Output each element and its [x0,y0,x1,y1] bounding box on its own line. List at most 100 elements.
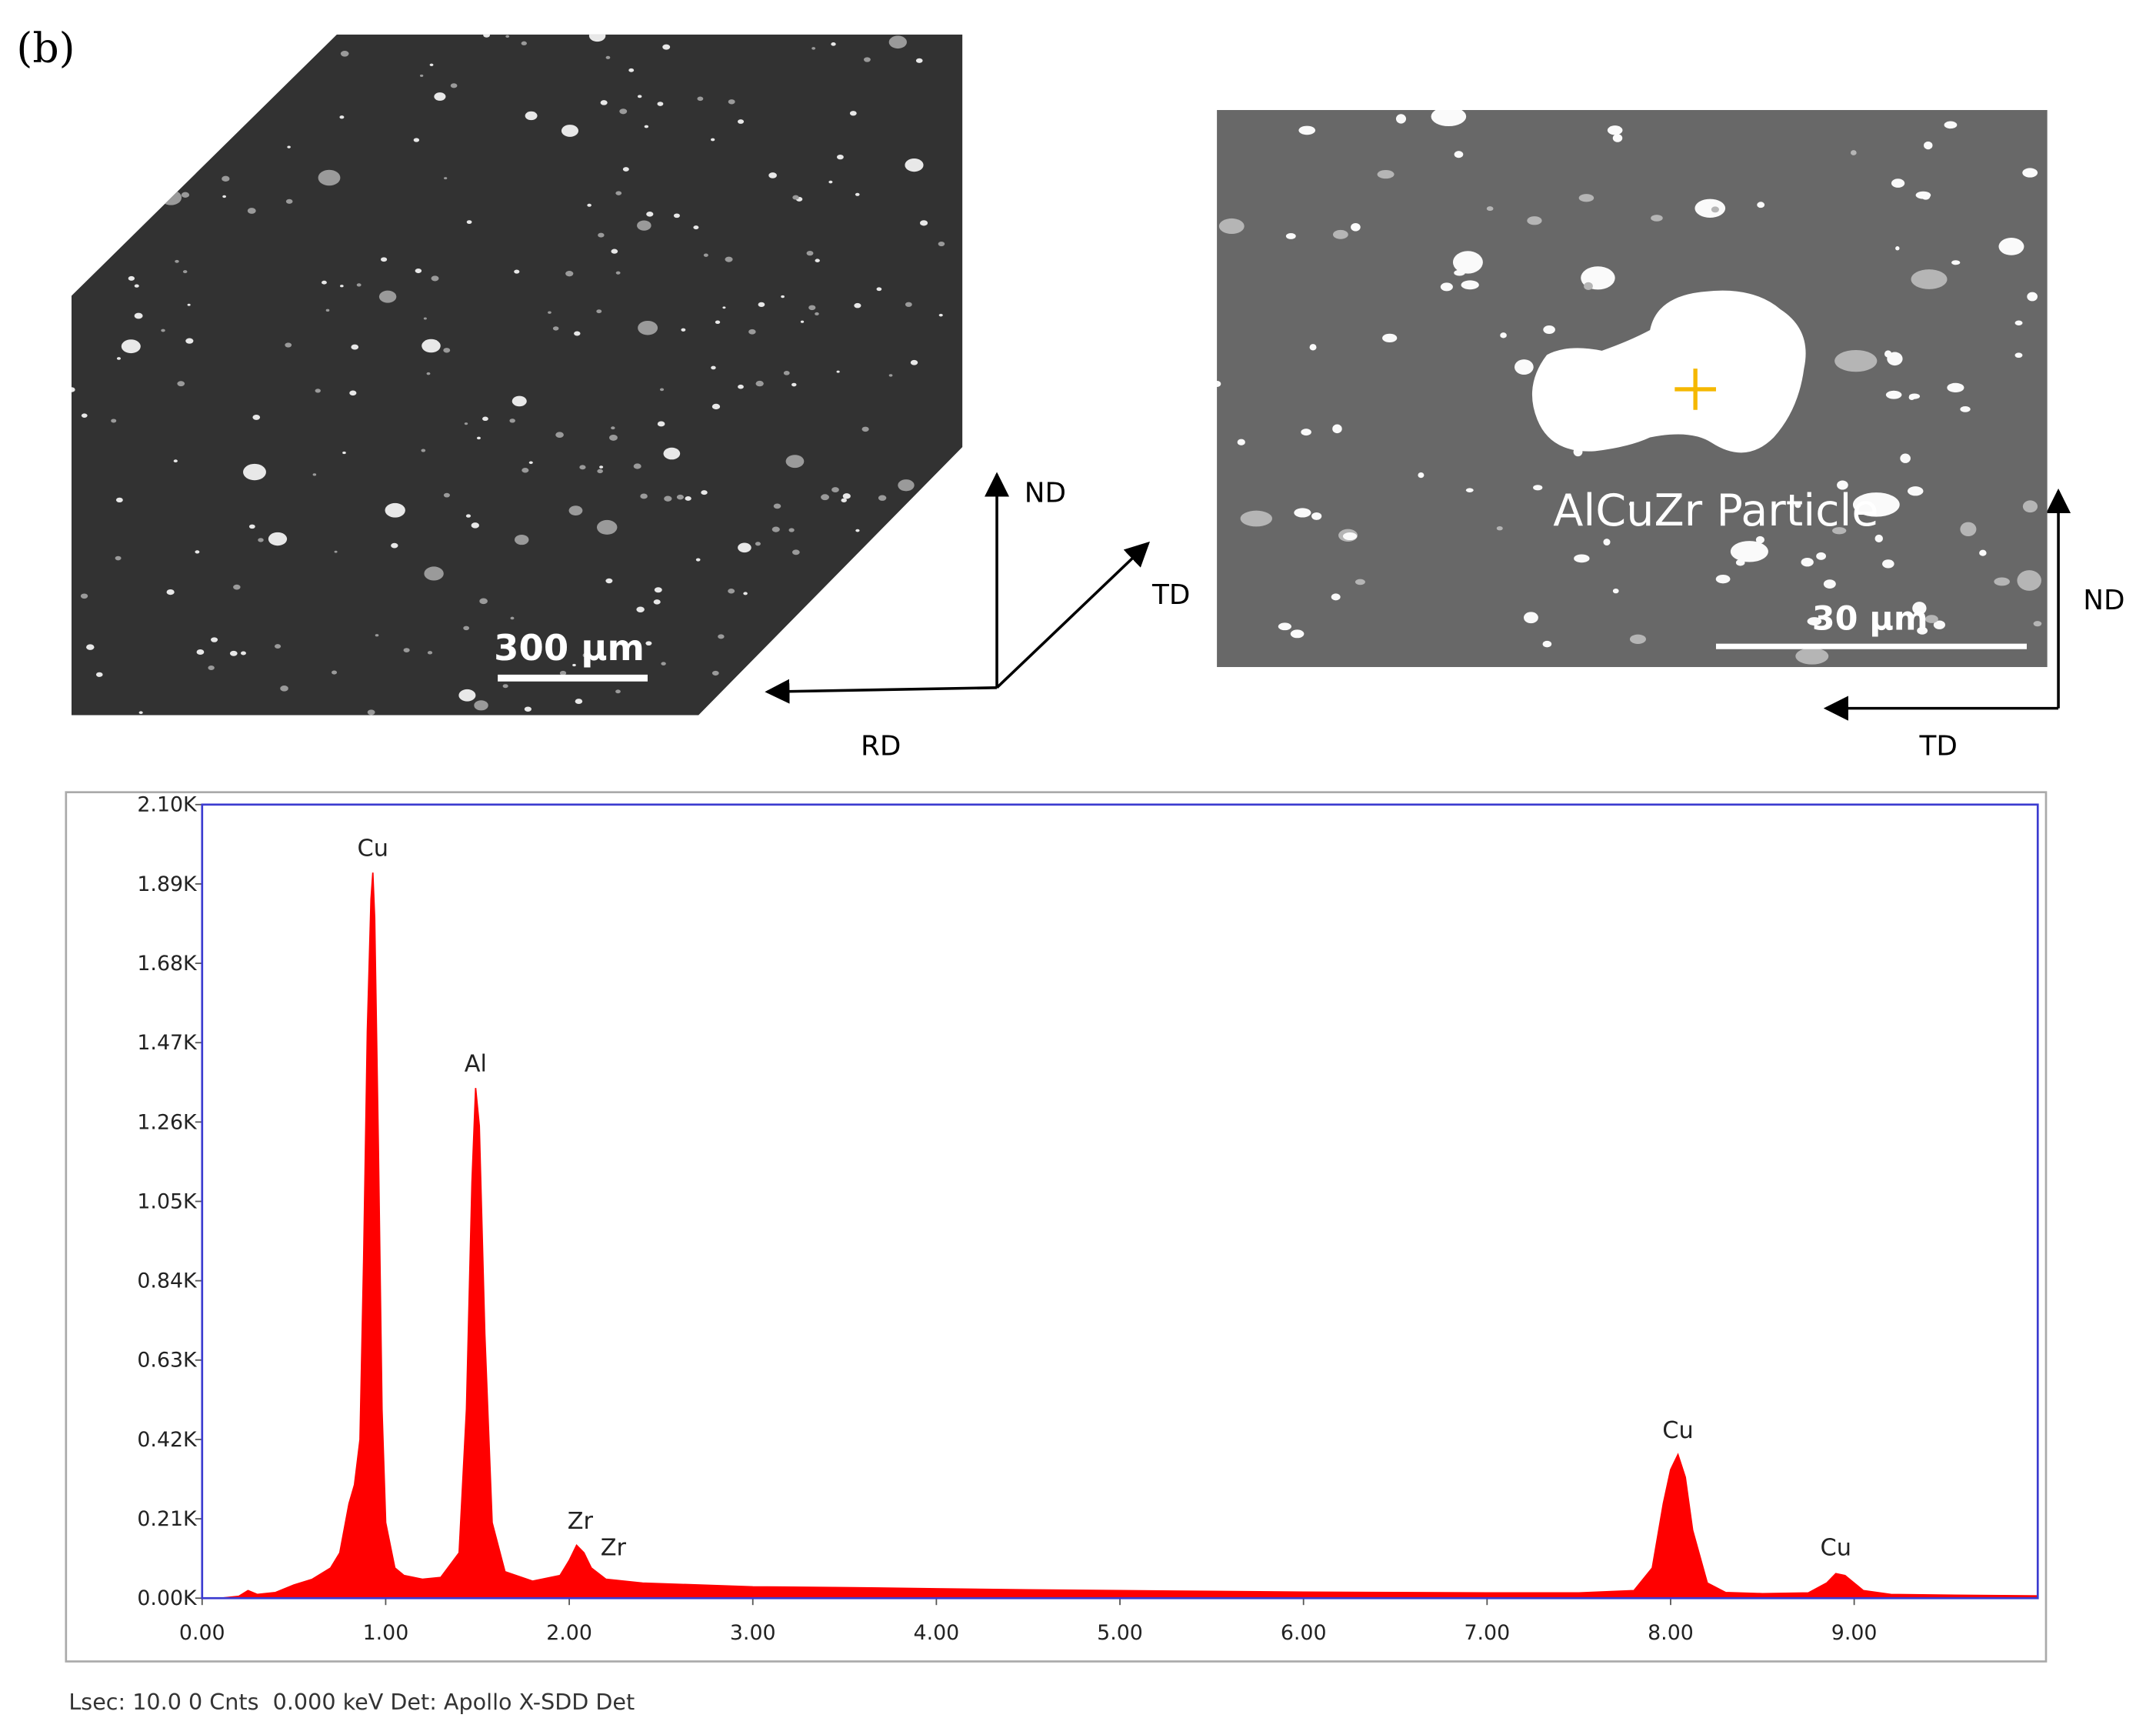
precipitate [322,280,327,285]
precipitate [800,320,805,323]
precipitate [1885,390,1902,399]
precipitate [450,83,458,88]
precipitate [1924,615,1938,623]
precipitate [100,102,109,108]
precipitate [1440,282,1453,292]
precipitate [1884,350,1892,358]
precipitate [111,419,117,423]
precipitate [427,651,433,655]
precipitate [565,271,574,277]
precipitate [514,269,520,274]
precipitate [76,109,84,115]
precipitate [419,74,424,77]
precipitate [1794,502,1801,509]
precipitate [134,312,143,319]
particle-label: AlCuZr Particle [1553,485,1878,536]
precipitate [1911,269,1948,289]
chart-frame [65,791,2048,1663]
precipitate [1735,559,1745,566]
precipitate [1924,141,1933,150]
precipitate [771,526,780,532]
precipitate [1755,535,1764,544]
precipitate [548,311,551,314]
sem-block [71,34,963,716]
y-tick-label: 0.00K [137,1586,198,1610]
precipitate [196,649,205,656]
precipitate [773,503,781,509]
precipitate [768,172,777,178]
precipitate [502,684,508,689]
precipitate [391,542,398,549]
precipitate [1382,333,1398,343]
precipitate [835,655,841,660]
precipitate [737,119,745,124]
precipitate [424,566,444,581]
precipitate [1290,629,1305,639]
precipitate [285,198,293,204]
precipitate [248,524,255,529]
precipitate [605,55,611,59]
precipitate [138,711,143,715]
precipitate [653,599,661,605]
y-tick-label: 0.84K [137,1269,198,1293]
precipitate [661,662,666,666]
precipitate [938,313,943,317]
precipitate [711,670,719,676]
precipitate [342,451,346,455]
precipitate [738,384,744,389]
precipitate [1874,534,1883,543]
precipitate [2014,320,2023,325]
precipitate [791,382,797,387]
precipitate [1294,508,1311,518]
precipitate [118,62,123,66]
precipitate [806,250,814,256]
precipitate [1331,593,1341,601]
precipitate [1915,191,1931,199]
precipitate [1629,634,1646,644]
precipitate [722,306,726,309]
precipitate [118,83,126,90]
precipitate [600,100,608,105]
axis-label: RD [861,730,901,762]
precipitate [474,700,488,711]
precipitate [1578,194,1595,202]
precipitate [561,125,579,137]
precipitate [280,686,288,692]
precipitate [572,663,576,667]
panel-label: (b) [16,23,75,72]
precipitate [1979,549,1987,556]
x-tick-label: 2.00 [546,1621,592,1645]
precipitate [2027,292,2038,302]
precipitate [803,682,808,686]
precipitate [2014,352,2023,359]
precipitate [673,213,680,219]
precipitate [646,212,654,217]
precipitate [2033,621,2042,627]
precipitate [175,259,179,263]
precipitate [71,387,75,392]
arrow [995,541,1150,689]
precipitate [524,706,532,712]
precipitate [1355,579,1365,585]
precipitate [443,492,450,498]
axis-label: ND [2083,585,2124,616]
precipitate [71,265,78,271]
precipitate [1298,125,1316,135]
precipitate [136,103,150,113]
precipitate [1500,332,1507,339]
precipitate [1237,439,1245,445]
precipitate [1757,202,1765,208]
precipitate [268,532,288,546]
precipitate [522,467,529,473]
precipitate [615,689,621,694]
block-face [71,34,963,716]
y-tick-label: 0.21K [137,1507,198,1531]
precipitate [582,652,590,658]
precipitate [312,473,317,476]
precipitate [831,487,839,493]
precipitate [622,167,629,172]
precipitate [339,115,345,119]
precipitate [703,253,708,257]
precipitate [86,644,95,650]
